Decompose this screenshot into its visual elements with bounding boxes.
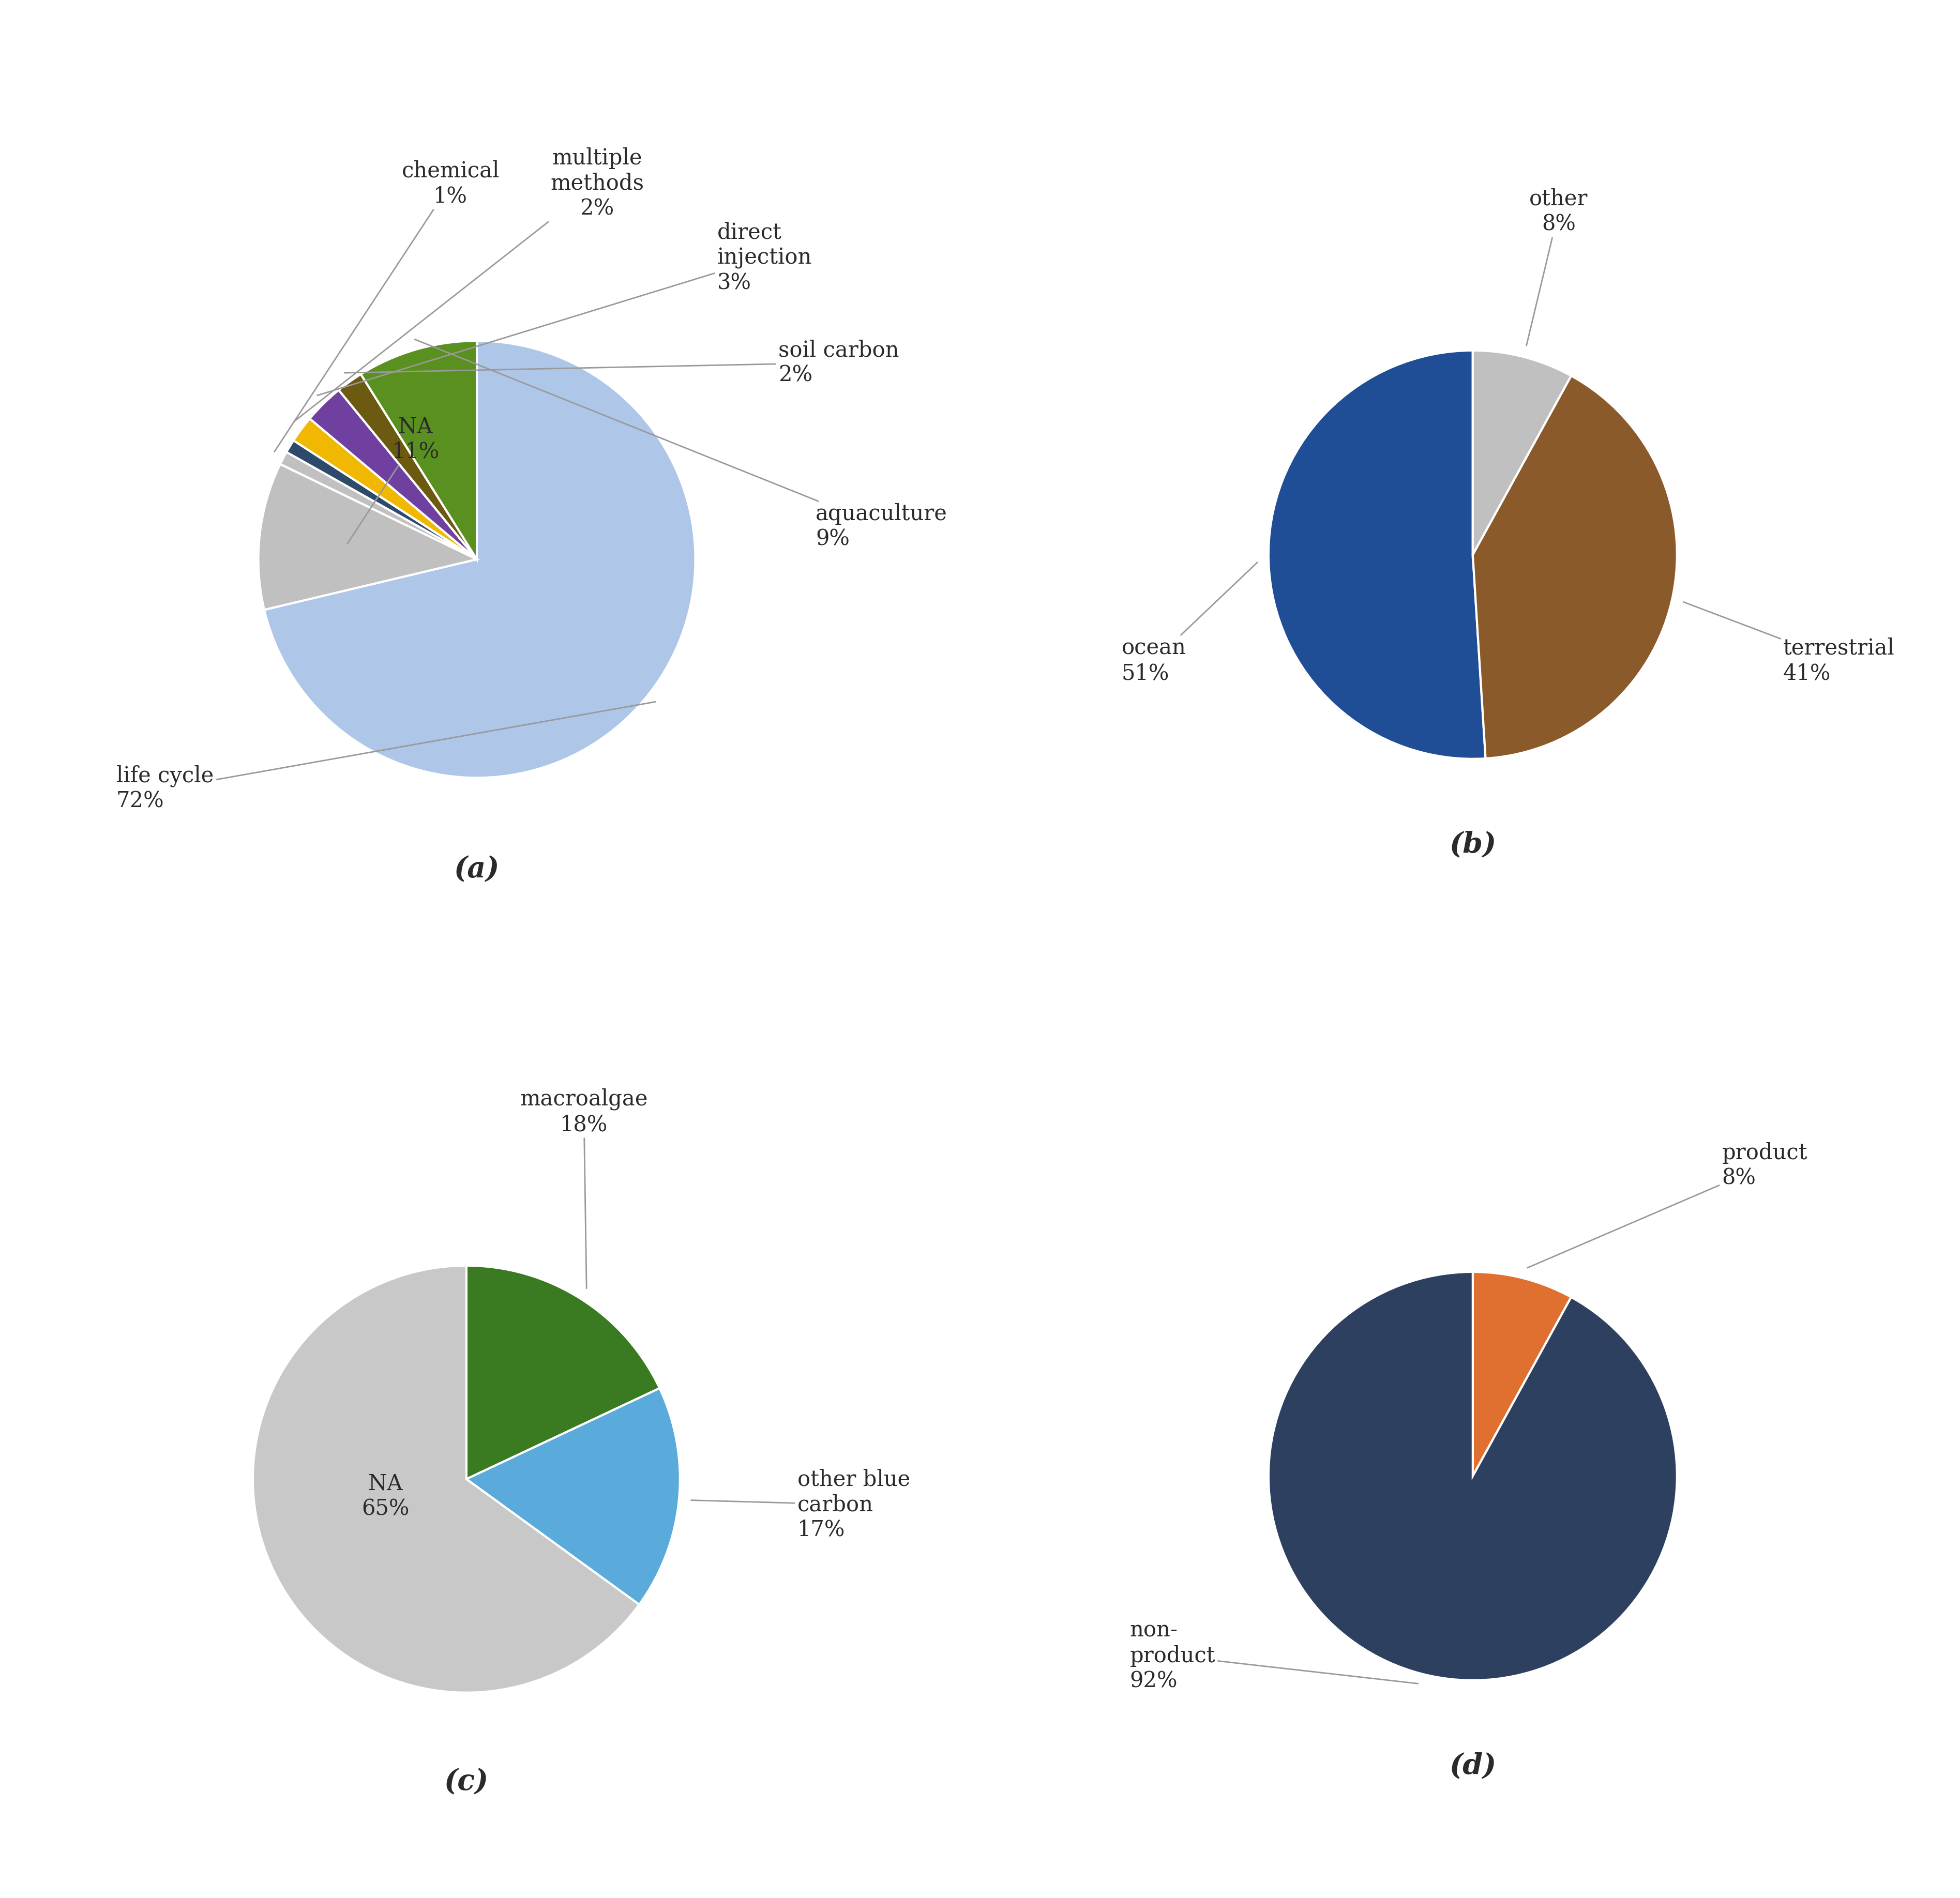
Wedge shape <box>286 440 476 560</box>
Wedge shape <box>466 1266 659 1479</box>
Text: aquaculture
9%: aquaculture 9% <box>416 340 947 550</box>
Text: NA
11%: NA 11% <box>347 416 439 545</box>
Text: macroalgae
18%: macroalgae 18% <box>519 1088 647 1289</box>
Wedge shape <box>1472 1272 1570 1477</box>
Text: NA
65%: NA 65% <box>361 1473 410 1520</box>
Wedge shape <box>280 452 476 560</box>
Wedge shape <box>361 342 476 560</box>
Text: terrestrial
41%: terrestrial 41% <box>1684 602 1893 685</box>
Wedge shape <box>1268 351 1486 759</box>
Text: soil carbon
2%: soil carbon 2% <box>345 340 900 385</box>
Wedge shape <box>259 465 476 609</box>
Text: (a): (a) <box>455 856 500 884</box>
Wedge shape <box>1472 351 1570 554</box>
Text: chemical
1%: chemical 1% <box>274 159 500 452</box>
Wedge shape <box>294 419 476 560</box>
Wedge shape <box>1268 1272 1676 1680</box>
Text: life cycle
72%: life cycle 72% <box>116 702 655 812</box>
Wedge shape <box>310 389 476 560</box>
Text: non-
product
92%: non- product 92% <box>1129 1619 1417 1691</box>
Text: other
8%: other 8% <box>1527 188 1588 345</box>
Wedge shape <box>339 374 476 560</box>
Text: (b): (b) <box>1448 831 1495 860</box>
Wedge shape <box>1472 376 1676 759</box>
Text: ocean
51%: ocean 51% <box>1121 562 1256 685</box>
Wedge shape <box>466 1387 680 1604</box>
Text: multiple
methods
2%: multiple methods 2% <box>294 148 643 421</box>
Text: (d): (d) <box>1448 1752 1495 1780</box>
Text: direct
injection
3%: direct injection 3% <box>318 222 811 395</box>
Text: (c): (c) <box>445 1769 488 1797</box>
Wedge shape <box>253 1266 639 1693</box>
Text: other blue
carbon
17%: other blue carbon 17% <box>690 1469 909 1541</box>
Wedge shape <box>265 342 696 778</box>
Text: product
8%: product 8% <box>1527 1143 1807 1268</box>
